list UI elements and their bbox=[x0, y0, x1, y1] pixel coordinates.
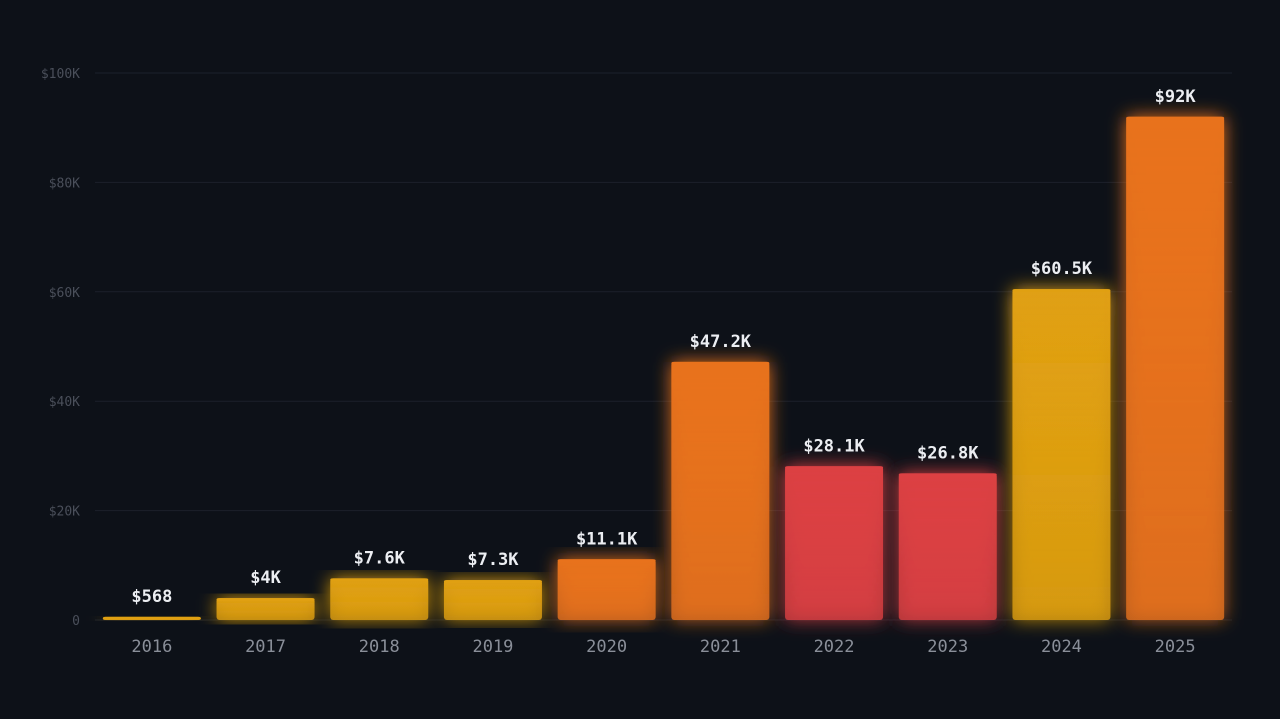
y-tick-label: $80K bbox=[49, 176, 80, 191]
data-labels: $568 $4K $7.6K $7.3K $11.1K $47.2K $28.1K $26.8… bbox=[131, 87, 1196, 607]
x-tick-label-2020: 2020 bbox=[586, 637, 627, 657]
bar-cap-2021 bbox=[671, 361, 770, 365]
y-axis-ticks: 0 $20K $40K $60K $80K $100K bbox=[41, 67, 80, 629]
x-tick-label-2018: 2018 bbox=[359, 637, 400, 657]
bar-cap-2020 bbox=[557, 559, 656, 563]
bar-cap-2025 bbox=[1126, 116, 1225, 120]
data-label-2022: $28.1K bbox=[803, 436, 865, 456]
bar-2020 bbox=[557, 559, 656, 620]
y-tick-label: $60K bbox=[49, 286, 80, 301]
x-axis-ticks: 2016 2017 2018 2019 2020 2021 2022 2023 2024 2025 bbox=[131, 637, 1195, 657]
data-label-2021: $47.2K bbox=[690, 332, 752, 352]
y-tick-label: 0 bbox=[72, 614, 80, 629]
data-label-2023: $26.8K bbox=[917, 443, 979, 463]
bar-cap-2024 bbox=[1012, 289, 1111, 293]
bar-2022 bbox=[785, 466, 884, 620]
bar-2018 bbox=[330, 578, 429, 620]
bar-cap-2017 bbox=[216, 598, 315, 602]
data-label-2019: $7.3K bbox=[467, 550, 519, 570]
data-label-2020: $11.1K bbox=[576, 529, 638, 549]
bar-2023 bbox=[898, 473, 997, 620]
y-tick-label: $40K bbox=[49, 395, 80, 410]
y-tick-label: $100K bbox=[41, 67, 80, 82]
y-tick-label: $20K bbox=[49, 505, 80, 520]
bars bbox=[102, 116, 1225, 620]
data-label-2016: $568 bbox=[131, 587, 172, 607]
data-label-2017: $4K bbox=[250, 568, 281, 588]
bar-2021 bbox=[671, 361, 770, 620]
x-tick-label-2017: 2017 bbox=[245, 637, 286, 657]
bar-cap-2016 bbox=[102, 616, 201, 620]
x-tick-label-2023: 2023 bbox=[927, 637, 968, 657]
x-tick-label-2016: 2016 bbox=[131, 637, 172, 657]
data-label-2025: $92K bbox=[1155, 87, 1197, 107]
x-tick-label-2025: 2025 bbox=[1155, 637, 1196, 657]
x-tick-label-2022: 2022 bbox=[814, 637, 855, 657]
bar-2024 bbox=[1012, 289, 1111, 620]
bar-cap-2022 bbox=[785, 466, 884, 470]
bar-2017 bbox=[216, 598, 315, 620]
bar-cap-2018 bbox=[330, 578, 429, 582]
x-tick-label-2019: 2019 bbox=[472, 637, 513, 657]
bar-2025 bbox=[1126, 116, 1225, 620]
data-label-2018: $7.6K bbox=[354, 548, 406, 568]
x-tick-label-2024: 2024 bbox=[1041, 637, 1082, 657]
x-tick-label-2021: 2021 bbox=[700, 637, 741, 657]
data-label-2024: $60.5K bbox=[1031, 259, 1093, 279]
bar-cap-2019 bbox=[443, 580, 542, 584]
bar-cap-2023 bbox=[898, 473, 997, 477]
bar-2019 bbox=[443, 580, 542, 620]
